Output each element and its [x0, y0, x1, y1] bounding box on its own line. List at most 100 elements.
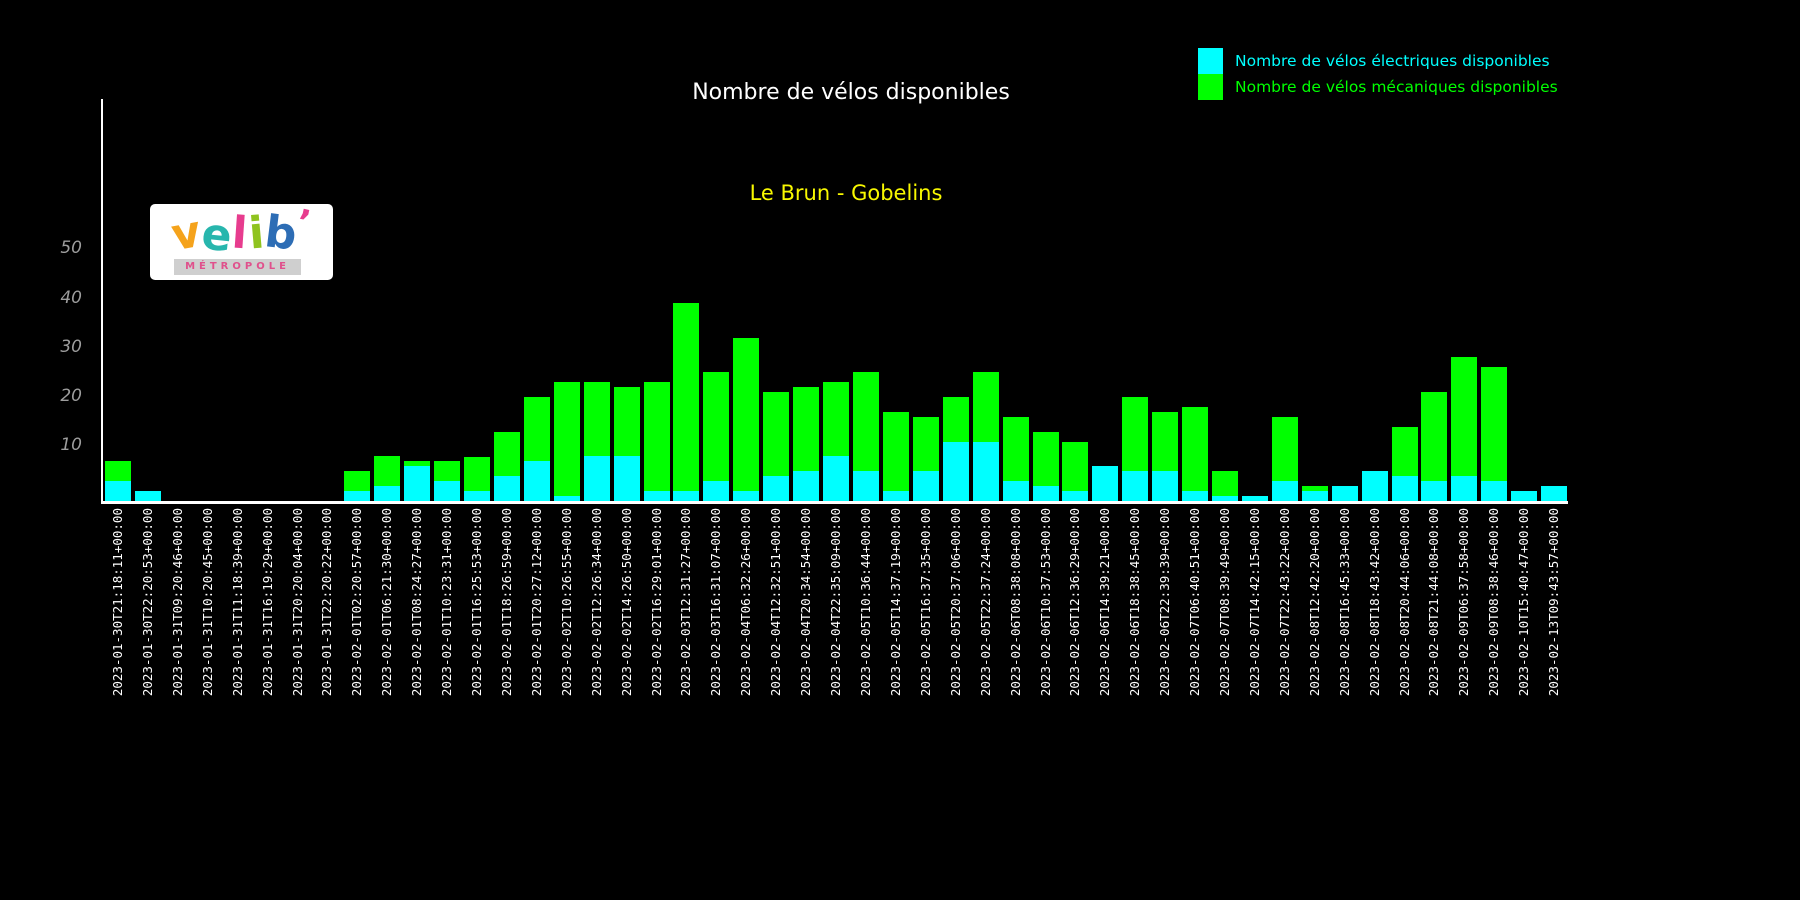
bar-segment-electric[interactable] — [1271, 481, 1298, 501]
x-axis-label: 2023-02-01T10:23:31+00:00 — [439, 508, 455, 697]
bar-segment-electric[interactable] — [1032, 486, 1059, 501]
bar-segment-mechanical[interactable] — [553, 382, 580, 496]
bar-segment-mechanical[interactable] — [1182, 406, 1209, 492]
bar-segment-mechanical[interactable] — [673, 303, 700, 492]
bar-segment-mechanical[interactable] — [464, 456, 490, 492]
bar-segment-mechanical[interactable] — [823, 382, 849, 457]
x-axis-label: 2023-01-31T11:18:39+00:00 — [229, 508, 245, 697]
bar-segment-electric[interactable] — [733, 491, 760, 501]
bar-segment-electric[interactable] — [134, 491, 161, 501]
bar-segment-mechanical[interactable] — [523, 397, 550, 462]
x-axis-label: 2023-02-04T12:32:51+00:00 — [768, 508, 784, 697]
bar-segment-electric[interactable] — [1541, 486, 1568, 501]
bar-segment-mechanical[interactable] — [493, 431, 520, 477]
bar-segment-mechanical[interactable] — [344, 471, 371, 492]
bar-segment-mechanical[interactable] — [374, 456, 401, 487]
bar-segment-electric[interactable] — [912, 471, 939, 501]
bar-segment-electric[interactable] — [942, 441, 969, 501]
bar-segment-electric[interactable] — [793, 471, 820, 501]
bar-segment-mechanical[interactable] — [1032, 431, 1059, 487]
bar-segment-electric[interactable] — [1062, 491, 1089, 501]
bar-segment-electric[interactable] — [583, 456, 610, 501]
bar-segment-mechanical[interactable] — [1002, 416, 1029, 482]
bar-segment-electric[interactable] — [1361, 471, 1388, 501]
bar-segment-electric[interactable] — [1421, 481, 1448, 501]
bar-segment-mechanical[interactable] — [703, 372, 730, 482]
bar-segment-electric[interactable] — [523, 461, 550, 501]
bar-segment-electric[interactable] — [972, 441, 999, 501]
bar-segment-electric[interactable] — [1451, 476, 1478, 501]
x-axis-label: 2023-02-01T06:21:30+00:00 — [379, 508, 395, 697]
bar-segment-mechanical[interactable] — [613, 387, 640, 457]
bar-segment-mechanical[interactable] — [853, 372, 879, 472]
bar-segment-mechanical[interactable] — [434, 461, 461, 482]
bar-segment-mechanical[interactable] — [1451, 357, 1478, 477]
bar-segment-electric[interactable] — [1241, 496, 1268, 501]
bar-segment-electric[interactable] — [763, 476, 790, 501]
bar-segment-mechanical[interactable] — [404, 461, 431, 467]
legend-item-electric[interactable]: Nombre de vélos électriques disponibles — [1198, 48, 1558, 74]
x-axis-label: 2023-02-06T22:39:39+00:00 — [1157, 508, 1173, 697]
bar-segment-mechanical[interactable] — [643, 382, 670, 492]
x-axis-label: 2023-02-02T10:26:55+00:00 — [558, 508, 574, 697]
x-axis-label: 2023-02-05T22:37:24+00:00 — [977, 508, 993, 697]
bar-segment-electric[interactable] — [1122, 471, 1149, 501]
bar-segment-electric[interactable] — [493, 476, 520, 501]
bar-segment-electric[interactable] — [1331, 486, 1358, 501]
bar-segment-mechanical[interactable] — [1391, 426, 1418, 477]
bar-segment-electric[interactable] — [1092, 466, 1119, 501]
x-axis-label: 2023-01-31T10:20:45+00:00 — [199, 508, 215, 697]
bar-segment-electric[interactable] — [105, 481, 131, 501]
y-axis-line — [101, 99, 103, 503]
bar-segment-mechanical[interactable] — [1271, 416, 1298, 482]
bar-segment-electric[interactable] — [374, 486, 401, 501]
bar-segment-mechanical[interactable] — [912, 416, 939, 472]
bar-segment-electric[interactable] — [882, 491, 909, 501]
bar-segment-mechanical[interactable] — [1062, 441, 1089, 492]
bar-segment-electric[interactable] — [643, 491, 670, 501]
bar-segment-mechanical[interactable] — [1152, 411, 1179, 472]
bar-segment-mechanical[interactable] — [1212, 471, 1238, 496]
x-axis-label: 2023-02-04T22:35:09+00:00 — [828, 508, 843, 697]
bar-segment-electric[interactable] — [1212, 496, 1238, 501]
x-axis-label: 2023-02-07T22:43:22+00:00 — [1276, 508, 1292, 697]
bar-segment-electric[interactable] — [1152, 471, 1179, 501]
bar-segment-electric[interactable] — [673, 491, 700, 501]
bar-segment-mechanical[interactable] — [1481, 367, 1508, 482]
bar-segment-mechanical[interactable] — [733, 337, 760, 492]
bar-segment-mechanical[interactable] — [1122, 397, 1149, 472]
bar-segment-electric[interactable] — [344, 491, 371, 501]
legend-item-mechanical[interactable]: Nombre de vélos mécaniques disponibles — [1198, 74, 1558, 100]
bar-segment-electric[interactable] — [823, 456, 849, 501]
bar-segment-mechanical[interactable] — [1301, 486, 1328, 492]
bar-segment-electric[interactable] — [464, 491, 490, 501]
bar-segment-electric[interactable] — [703, 481, 730, 501]
bar-segment-mechanical[interactable] — [763, 392, 790, 477]
x-axis-label: 2023-02-01T16:25:53+00:00 — [469, 508, 484, 697]
bar-segment-electric[interactable] — [1182, 491, 1209, 501]
bar-segment-electric[interactable] — [1481, 481, 1508, 501]
bar-segment-electric[interactable] — [1301, 491, 1328, 501]
bar-segment-electric[interactable] — [434, 481, 461, 501]
bar-segment-electric[interactable] — [553, 496, 580, 501]
x-axis-label: 2023-02-04T20:34:54+00:00 — [798, 508, 814, 697]
chart-subtitle: Le Brun - Gobelins — [749, 181, 943, 205]
bar-segment-electric[interactable] — [1002, 481, 1029, 501]
x-axis-label: 2023-02-07T14:42:15+00:00 — [1246, 508, 1262, 697]
bar-segment-mechanical[interactable] — [105, 461, 131, 482]
bar-segment-electric[interactable] — [1391, 476, 1418, 501]
bar-segment-mechanical[interactable] — [972, 372, 999, 442]
legend-label: Nombre de vélos électriques disponibles — [1235, 52, 1550, 70]
x-axis-label: 2023-02-02T16:29:01+00:00 — [648, 508, 664, 697]
bar-segment-electric[interactable] — [613, 456, 640, 501]
bar-segment-mechanical[interactable] — [583, 382, 610, 457]
bar-segment-mechanical[interactable] — [793, 387, 820, 472]
bar-segment-electric[interactable] — [404, 466, 431, 501]
bar-segment-electric[interactable] — [1511, 491, 1538, 501]
bar-segment-mechanical[interactable] — [882, 411, 909, 492]
bar-segment-mechanical[interactable] — [1421, 392, 1448, 482]
bar-segment-electric[interactable] — [853, 471, 879, 501]
x-axis-label: 2023-01-30T22:20:53+00:00 — [139, 508, 155, 697]
legend-swatch-icon — [1198, 74, 1223, 100]
bar-segment-mechanical[interactable] — [942, 397, 969, 442]
